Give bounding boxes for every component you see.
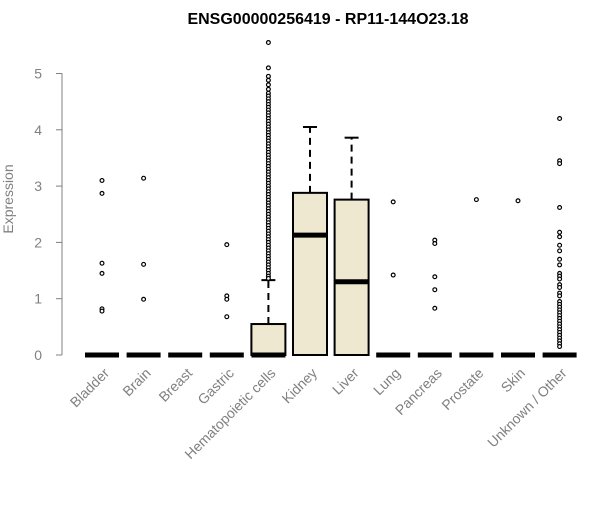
y-tick-label: 4	[34, 122, 42, 138]
outlier-point	[265, 65, 271, 71]
outlier-point	[557, 344, 563, 350]
x-tick-label: Skin	[498, 365, 529, 396]
outlier-point	[557, 116, 563, 122]
outlier-point	[557, 276, 563, 282]
outlier-point	[265, 77, 271, 83]
outlier-point	[99, 177, 105, 183]
outlier-point	[432, 287, 438, 293]
outlier-point	[432, 305, 438, 311]
box-group-hematopoietic-cells	[250, 40, 287, 358]
outlier-point	[224, 314, 230, 320]
outlier-point	[557, 293, 563, 299]
outlier-point	[557, 248, 563, 254]
outlier-point	[265, 82, 271, 88]
box-group-liver	[333, 136, 370, 356]
outlier-point	[390, 199, 396, 205]
outlier-point	[141, 261, 147, 267]
outlier-point	[99, 260, 105, 266]
box-group-pancreas	[417, 237, 452, 358]
box-group-prostate	[459, 197, 494, 358]
outlier-point	[224, 242, 230, 248]
outlier-point	[99, 308, 105, 314]
y-tick-label: 2	[34, 234, 42, 250]
outlier-point	[141, 175, 147, 181]
x-tick-label: Liver	[329, 365, 362, 398]
box-group-gastric	[209, 242, 244, 358]
outlier-point	[224, 296, 230, 302]
outlier-point	[557, 204, 563, 210]
chart-title: ENSG00000256419 - RP11-144O23.18	[187, 11, 468, 28]
outlier-point	[557, 256, 563, 262]
outlier-point	[265, 275, 271, 281]
box-group-bladder	[85, 177, 119, 358]
box-group-brain	[126, 175, 161, 358]
y-axis-label: Expression	[0, 164, 16, 233]
x-tick-label: Brain	[119, 365, 153, 399]
x-tick-label: Lung	[370, 365, 403, 398]
y-tick-label: 5	[34, 66, 42, 82]
outlier-point	[557, 242, 563, 248]
box-group-skin	[501, 198, 535, 358]
y-tick-label: 3	[34, 178, 42, 194]
outlier-point	[99, 270, 105, 276]
outlier-point	[557, 229, 563, 235]
outlier-point	[141, 296, 147, 302]
x-tick-label: Breast	[155, 365, 195, 405]
boxes-layer	[85, 40, 577, 358]
box-group-lung	[376, 199, 411, 358]
iqr-box	[250, 323, 287, 357]
y-tick-label: 0	[34, 347, 42, 363]
x-tick-label: Unknown / Other	[484, 365, 570, 451]
outlier-point	[557, 234, 563, 240]
box-group-kidney	[292, 125, 328, 356]
outlier-point	[557, 161, 563, 167]
iqr-box	[292, 191, 328, 356]
outlier-point	[557, 262, 563, 268]
x-tick-label: Prostate	[438, 365, 486, 413]
iqr-box	[333, 198, 370, 356]
outlier-point	[265, 40, 271, 46]
outlier-point	[390, 272, 396, 278]
outlier-point	[515, 198, 521, 204]
x-tick-label: Bladder	[67, 365, 113, 411]
outlier-point	[473, 197, 479, 203]
outlier-point	[432, 241, 438, 247]
outlier-point	[557, 284, 563, 290]
outlier-point	[265, 73, 271, 79]
x-tick-label: Kidney	[279, 365, 321, 407]
outlier-point	[432, 274, 438, 280]
outlier-point	[99, 190, 105, 196]
box-group-unknown-other	[542, 116, 577, 358]
y-axis: 0 1 2 3 4 5	[34, 66, 63, 363]
y-tick-label: 1	[34, 291, 42, 307]
outlier-point	[265, 86, 271, 92]
